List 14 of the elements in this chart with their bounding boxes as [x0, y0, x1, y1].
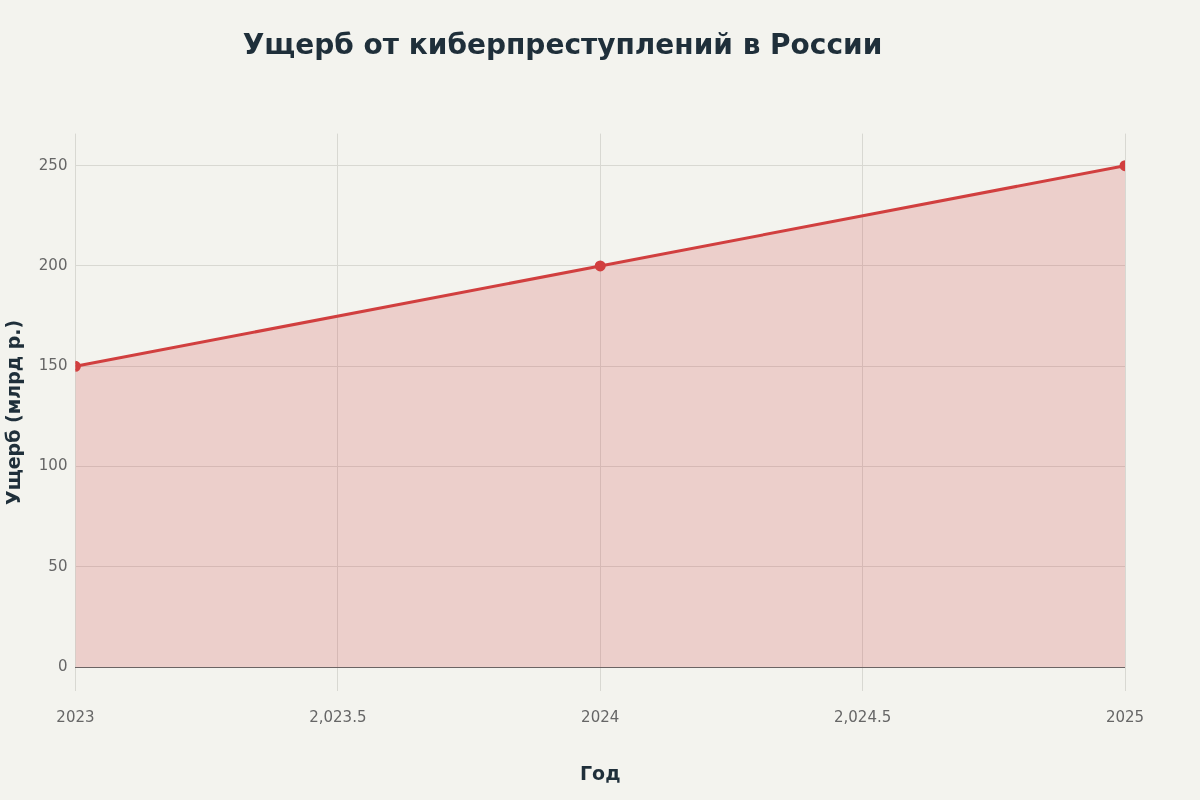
y-tick-label: 100	[38, 456, 68, 475]
x-tick-label: 2025	[1105, 708, 1145, 727]
y-tick-label: 50	[48, 556, 68, 575]
y-tick-label: 200	[38, 255, 68, 274]
y-tick-label: 150	[38, 356, 68, 375]
x-tick-label: 2023	[56, 708, 95, 727]
chart-title: Ущерб от киберпреступлений в России	[242, 28, 883, 62]
x-tick-label: 2,023.5	[309, 708, 367, 727]
x-tick-label: 2,024.5	[833, 708, 892, 727]
y-tick-label: 250	[38, 155, 68, 174]
x-tick-label: 2024	[581, 708, 620, 727]
y-axis-title: Ущерб (млрд р.)	[2, 319, 25, 506]
y-tick-label: 0	[57, 657, 68, 676]
x-axis-title: Год	[579, 761, 621, 784]
